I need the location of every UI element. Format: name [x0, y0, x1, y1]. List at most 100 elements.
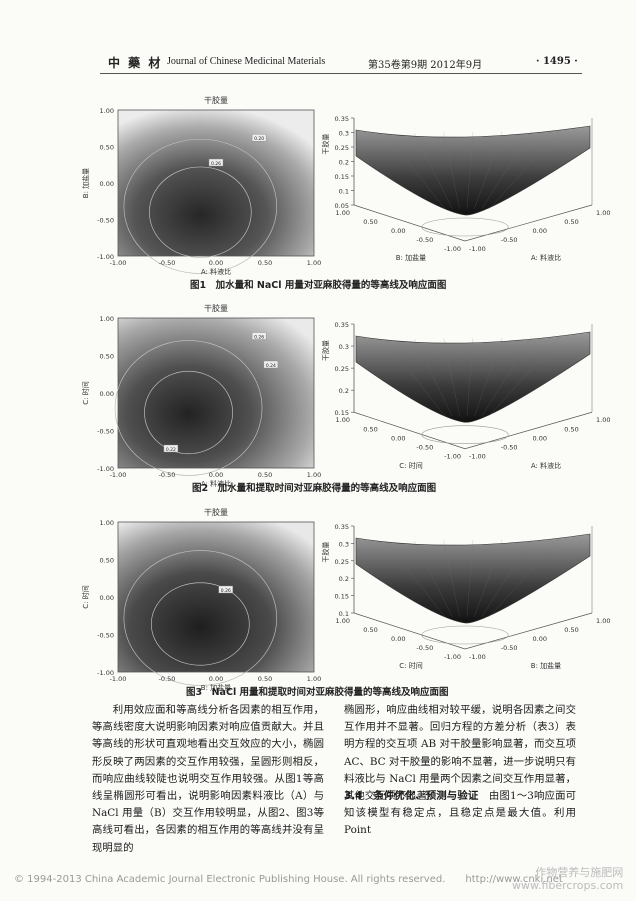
fig2-surface-right-axis: A: 料液比 — [531, 461, 561, 470]
fig1-ytick: 0.00 — [100, 180, 114, 188]
fig1-right-tick: -1.00 — [469, 245, 486, 253]
fig1-ztick: 0.35 — [335, 115, 349, 123]
fig2-contour-title: 干胶量 — [204, 303, 228, 313]
fig3-ytick: 0.00 — [100, 594, 114, 602]
fig2-xlabel: A: 料液比 — [201, 479, 231, 488]
fig3-ztick: 0.3 — [339, 540, 349, 548]
fig1-ztick: 0.2 — [339, 159, 349, 167]
fig1-ztick: 0.3 — [339, 130, 349, 138]
fig2-contour-label: 0.26 — [254, 335, 264, 341]
fig2-right-tick: 0.00 — [533, 434, 547, 442]
fig1-xtick: 1.00 — [307, 259, 321, 267]
fig2-contour-plot — [117, 317, 315, 469]
issue-info: 第35卷第9期 2012年9月 — [368, 60, 483, 71]
fig3-surface-right-axis: B: 加盐量 — [531, 661, 561, 670]
fig2-right-tick: -0.50 — [501, 444, 518, 452]
fig1-ztick: 0.25 — [335, 144, 349, 152]
fig3-surface-gridline — [488, 538, 561, 618]
fig3-xlabel: B: 加盐量 — [201, 683, 231, 692]
fig2-surface-gridline — [466, 337, 474, 417]
fig3-zlabel: 干胶量 — [321, 542, 330, 563]
header-rule — [100, 73, 582, 74]
fig3-right-tick: 0.00 — [533, 635, 547, 643]
fig3-xtick: 0.50 — [258, 675, 272, 683]
fig2-xtick: -0.50 — [159, 471, 176, 479]
fig3-surface-gridline — [474, 539, 503, 618]
fig1-left-tick: 1.00 — [336, 209, 350, 217]
section-3-4: 3.4 条件优化、预测与验证 由图1～3响应面可知该模型有稳定点，且稳定点是最大… — [344, 788, 576, 840]
fig2-xtick: -1.00 — [110, 471, 127, 479]
fig1-surface-gridline — [488, 130, 561, 210]
fig1-ztick: 0.1 — [339, 188, 349, 196]
fig2-surface-gridline — [488, 336, 561, 417]
fig3-contour-plot — [117, 521, 315, 673]
fig3-left-tick: 0.00 — [391, 635, 405, 643]
fig3-left-tick: -1.00 — [444, 653, 461, 661]
fig2-surface-gridline — [443, 338, 460, 417]
fig2-left-tick: 0.00 — [391, 434, 405, 442]
fig2-zlabel: 干胶量 — [321, 340, 330, 361]
body-right-column: 椭圆形，响应曲线相对较平缓，说明各因素之间交互作用并不显著。回归方程的方差分析（… — [344, 704, 576, 803]
fig2-left-tick: -0.50 — [416, 444, 433, 452]
figure-3-caption: 图3 NaCl 用量和提取时间对亚麻胶得量的等高线及响应面图 — [186, 687, 449, 698]
fig2-ztick: 0.15 — [335, 409, 349, 417]
fig2-left-tick: 0.50 — [363, 425, 377, 433]
fig2-right-tick: -1.00 — [469, 453, 486, 461]
watermark-line-2: www.fibercrops.com — [512, 879, 624, 892]
fig2-surface-gridline — [481, 336, 532, 417]
fig1-left-tick: 0.00 — [391, 227, 405, 235]
fig1-right-tick: 0.50 — [564, 218, 578, 226]
fig3-left-tick: 1.00 — [336, 617, 350, 625]
fig3-surface-floor — [353, 612, 593, 650]
fig1-surface-gridline — [474, 131, 503, 210]
fig3-xtick: -0.50 — [159, 675, 176, 683]
fig2-surface-gridline — [474, 337, 503, 417]
fig3-contour-label: 0.26 — [221, 588, 231, 594]
fig3-left-tick: -0.50 — [416, 644, 433, 652]
fig2-ztick: 0.35 — [335, 321, 349, 329]
fig2-contour-label: 0.24 — [266, 363, 276, 369]
fig2-ytick: 1.00 — [100, 315, 114, 323]
fig3-ztick: 0.2 — [339, 575, 349, 583]
fig1-right-tick: 0.00 — [533, 227, 547, 235]
fig1-xlabel: A: 料液比 — [201, 267, 231, 276]
fig3-surface-left-axis: C: 时间 — [399, 661, 422, 670]
fig3-surface-mesh — [355, 533, 591, 624]
fig1-ztick: 0.15 — [335, 173, 349, 181]
fig3-ztick: 0.15 — [335, 593, 349, 601]
fig2-ytick: -0.50 — [97, 428, 114, 436]
fig3-xtick: 0.00 — [209, 675, 223, 683]
fig2-ztick: 0.3 — [339, 343, 349, 351]
fig2-left-tick: -1.00 — [444, 453, 461, 461]
figure-2-caption: 图2 加水量和提取时间对亚麻胶得量的等高线及响应面图 — [192, 483, 437, 494]
fig1-left-tick: -0.50 — [416, 236, 433, 244]
watermark: 作物营养与施肥网 www.fibercrops.com — [512, 866, 623, 892]
fig2-surface-projection — [421, 425, 509, 445]
fig1-contour-label: 0.20 — [254, 136, 264, 142]
fig3-contour-label-box — [218, 585, 234, 594]
fig2-ytick: 0.00 — [100, 390, 114, 398]
fig1-contour-line — [149, 166, 252, 258]
fig2-contour-label-box — [263, 360, 279, 369]
figure-1-caption: 图1 加水量和 NaCl 用量对亚麻胶得量的等高线及响应面图 — [190, 280, 447, 291]
fig2-xtick: 0.50 — [258, 471, 272, 479]
fig3-ytick: 1.00 — [100, 519, 114, 527]
fig2-surface-floor — [353, 411, 593, 450]
fig3-ylabel: C: 时间 — [81, 585, 90, 608]
fig2-contour-line — [114, 340, 263, 476]
fig1-ytick: -0.50 — [97, 217, 114, 225]
fig2-surface-left-axis: C: 时间 — [399, 461, 422, 470]
fig3-ztick: 0.1 — [339, 610, 349, 618]
fig3-surface-gridline — [466, 539, 474, 618]
fig2-contour-label-box — [251, 332, 267, 340]
fig3-surface-gridline — [385, 541, 446, 618]
fig2-contour-line — [144, 370, 234, 455]
watermark-line-1: 作物营养与施肥网 — [535, 866, 624, 879]
fig1-contour-label-box — [251, 133, 267, 142]
fig3-ztick: 0.25 — [335, 558, 349, 566]
fig1-xtick: 0.00 — [209, 259, 223, 267]
fig1-xtick: -1.00 — [110, 259, 127, 267]
fig1-contour-title: 干胶量 — [204, 95, 228, 105]
fig2-left-tick: 1.00 — [336, 416, 350, 424]
fig2-surface-gridline — [414, 338, 453, 417]
